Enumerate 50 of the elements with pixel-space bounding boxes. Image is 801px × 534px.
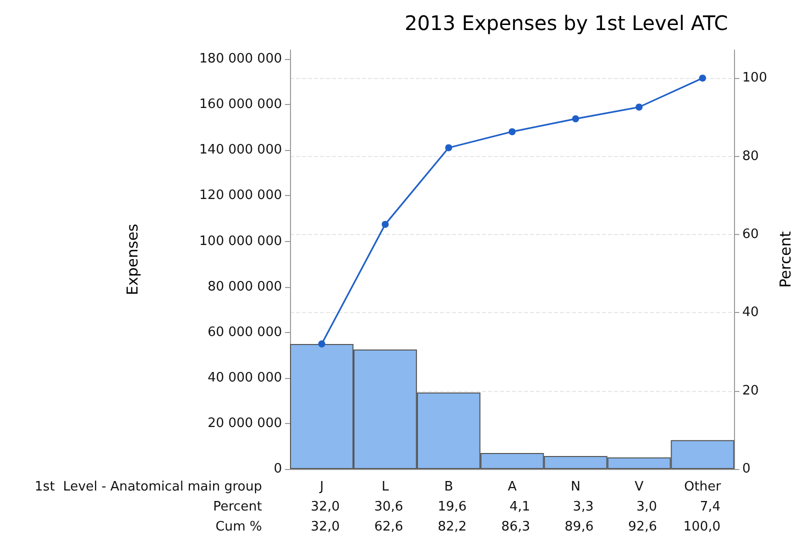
point bbox=[508, 128, 516, 136]
y2-tick-label: 20 bbox=[742, 383, 759, 398]
x-tick-label: V bbox=[634, 480, 644, 494]
y-tick-label: 100 000 000 bbox=[199, 234, 282, 249]
y2-tick-label: 0 bbox=[742, 462, 751, 476]
text: Percent bbox=[213, 500, 262, 514]
y-tick-label: 140 000 000 bbox=[199, 142, 282, 158]
text: 4,1 bbox=[509, 500, 530, 514]
x-tick-label: L bbox=[382, 480, 390, 494]
text: 19,6 bbox=[438, 500, 467, 514]
text: 3,3 bbox=[572, 500, 594, 514]
y2-tick-label: 40 bbox=[742, 305, 759, 320]
y2-tick-label: 100 bbox=[742, 70, 768, 86]
data-label: 100,0 bbox=[683, 520, 721, 534]
point bbox=[636, 104, 643, 111]
point bbox=[382, 220, 389, 228]
y-tick-label: 60 000 000 bbox=[208, 324, 282, 340]
y-tick-label: 20 000 000 bbox=[208, 416, 282, 431]
y-tick-label: 160 000 000 bbox=[199, 97, 282, 112]
data-label: 82,2 bbox=[438, 520, 467, 534]
x-tick-label: A bbox=[508, 480, 517, 494]
y2-axis-title: Percent bbox=[776, 231, 794, 288]
y-tick-label: 0 bbox=[274, 462, 282, 476]
data-label: 32,0 bbox=[310, 520, 340, 534]
point bbox=[445, 144, 452, 152]
point bbox=[572, 115, 580, 122]
y-tick-label: 180 000 000 bbox=[199, 52, 282, 67]
text: 32,0 bbox=[310, 500, 340, 514]
y-tick-label: 40 000 000 bbox=[208, 370, 282, 386]
point bbox=[318, 340, 326, 348]
y-tick-label: 120 000 000 bbox=[199, 188, 282, 204]
x-tick-label: B bbox=[444, 480, 454, 494]
point bbox=[699, 74, 706, 82]
x-tick-label: J bbox=[318, 480, 324, 494]
y-tick-label: 80 000 000 bbox=[208, 279, 282, 294]
y-axis-title: Expenses bbox=[124, 224, 142, 296]
text: Cum % bbox=[216, 520, 262, 534]
x-tick-label: N bbox=[570, 480, 580, 494]
y2-tick-label: 60 bbox=[742, 226, 759, 242]
data-label: 86,3 bbox=[501, 520, 530, 534]
data-label: 62,6 bbox=[374, 520, 404, 534]
text: 30,6 bbox=[374, 500, 404, 514]
text: 3,0 bbox=[636, 500, 658, 514]
data-label: 92,6 bbox=[628, 520, 658, 534]
chart-title: 2013 Expenses by 1st Level ATC bbox=[404, 11, 728, 35]
text: 7,4 bbox=[700, 500, 721, 514]
data-label: 89,6 bbox=[564, 520, 594, 534]
x-tick-label: Other bbox=[684, 480, 722, 494]
x-axis-title: 1st Level - Anatomical main group bbox=[34, 480, 262, 494]
y2-tick-label: 80 bbox=[742, 148, 759, 164]
